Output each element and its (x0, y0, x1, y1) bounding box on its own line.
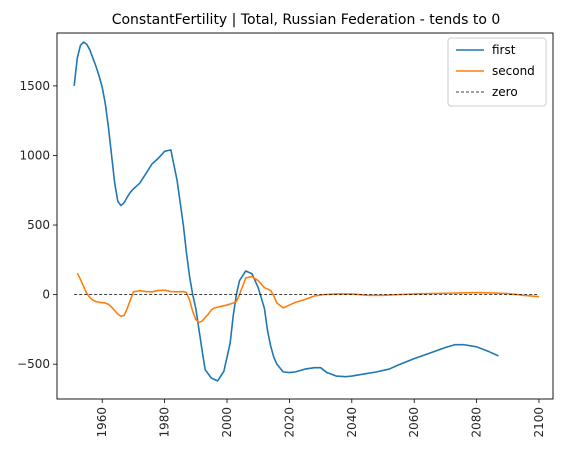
legend-box (447, 37, 547, 107)
legend-label-zero: zero (492, 85, 518, 99)
chart-title: ConstantFertility | Total, Russian Feder… (112, 12, 501, 28)
x-tick-label: 2020 (282, 407, 296, 438)
series-line-first (73, 41, 499, 382)
y-tick-label: 1500 (19, 79, 50, 93)
x-tick-label: 1980 (158, 407, 172, 438)
legend-label-first: first (492, 43, 516, 57)
plot-area (56, 32, 554, 400)
plot-frame (56, 32, 554, 400)
y-axis: −500 0 500 1000 1500 (17, 79, 57, 371)
x-tick-label: 2000 (220, 407, 234, 438)
y-tick-label: −500 (17, 357, 50, 371)
y-tick-label: 500 (27, 218, 50, 232)
series-layer (73, 41, 540, 382)
x-tick-label: 2060 (407, 407, 421, 438)
x-axis: 1960 1980 2000 2020 2040 2060 2080 2100 (95, 399, 546, 438)
legend-label-second: second (492, 64, 535, 78)
y-tick-label: 0 (42, 288, 50, 302)
x-tick-label: 2040 (345, 407, 359, 438)
x-tick-label: 1960 (95, 407, 109, 438)
x-tick-label: 2100 (532, 407, 546, 438)
y-tick-label: 1000 (19, 148, 50, 162)
legend: first second zero (447, 37, 547, 107)
x-tick-label: 2080 (470, 407, 484, 438)
